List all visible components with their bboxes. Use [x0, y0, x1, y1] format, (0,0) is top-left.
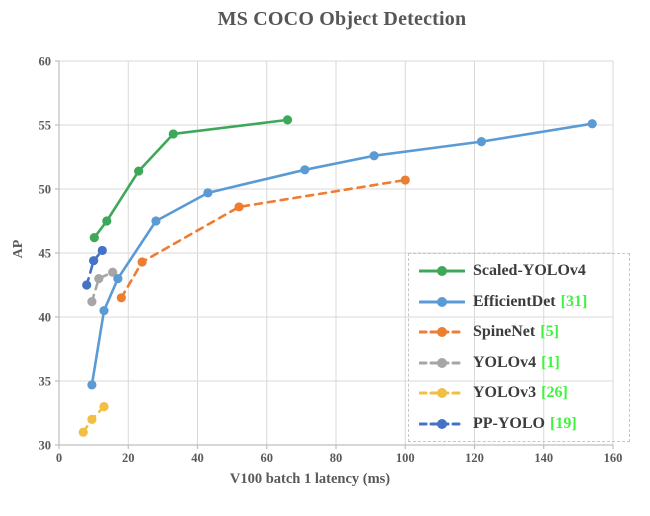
data-point-spinenet — [234, 202, 244, 212]
legend-label: SpineNet — [473, 323, 536, 341]
data-point-efficientdet — [99, 306, 109, 316]
legend: Scaled-YOLOv4 EfficientDet [31] SpineNet [5]… — [408, 253, 630, 442]
data-point-efficientdet — [476, 137, 487, 147]
legend-item-scaled-yolov4: Scaled-YOLOv4 — [419, 257, 629, 286]
data-point-efficientdet — [87, 380, 97, 390]
legend-label: EfficientDet — [473, 292, 556, 310]
legend-line-sample — [419, 266, 465, 277]
x-tick-label: 160 — [604, 451, 623, 465]
x-tick-label: 40 — [191, 451, 204, 465]
data-point-efficientdet — [300, 165, 310, 175]
legend-citation: [5] — [540, 323, 559, 341]
y-axis-label: AP — [11, 239, 26, 259]
legend-item-yolov3: YOLOv3 [26] — [419, 379, 629, 408]
data-point-scaled-yolov4 — [89, 233, 99, 243]
legend-item-spinenet: SpineNet [5] — [419, 318, 629, 347]
data-point-spinenet — [116, 293, 126, 303]
data-point-pp-yolo — [89, 256, 99, 266]
legend-label: Scaled-YOLOv4 — [473, 262, 586, 280]
x-tick-label: 120 — [465, 451, 484, 465]
data-point-efficientdet — [587, 119, 597, 129]
x-tick-label: 0 — [56, 451, 62, 465]
y-tick-label: 40 — [39, 311, 52, 325]
series-line-scaled-yolov4 — [93, 118, 289, 239]
data-point-yolov3 — [87, 414, 97, 424]
x-tick-label: 140 — [534, 451, 553, 465]
y-tick-label: 35 — [39, 375, 52, 389]
series-line-yolov4 — [90, 270, 114, 303]
data-point-spinenet — [400, 175, 410, 185]
x-axis-label: V100 batch 1 latency (ms) — [229, 471, 391, 487]
data-point-scaled-yolov4 — [134, 166, 144, 176]
legend-line-sample — [419, 357, 465, 368]
legend-line-sample — [419, 327, 465, 338]
data-point-pp-yolo — [82, 280, 92, 290]
legend-citation: [19] — [550, 414, 577, 432]
legend-line-sample — [419, 296, 465, 307]
legend-citation: [26] — [541, 384, 568, 402]
y-tick-label: 60 — [39, 55, 52, 69]
y-tick-label: 30 — [39, 439, 52, 453]
legend-citation: [1] — [541, 353, 560, 371]
x-tick-label: 20 — [122, 451, 135, 465]
x-tick-label: 100 — [396, 451, 415, 465]
legend-item-yolov4: YOLOv4 [1] — [419, 348, 629, 377]
legend-citation: [31] — [560, 292, 588, 310]
y-tick-label: 45 — [39, 247, 52, 261]
data-point-efficientdet — [151, 216, 161, 226]
legend-item-pp-yolo: PP-YOLO [19] — [419, 409, 629, 438]
data-point-efficientdet — [113, 274, 123, 284]
data-point-scaled-yolov4 — [168, 129, 178, 139]
data-point-yolov4 — [108, 267, 118, 277]
data-point-pp-yolo — [97, 245, 107, 256]
data-point-spinenet — [137, 257, 147, 267]
data-point-scaled-yolov4 — [282, 115, 293, 125]
legend-label: YOLOv3 — [473, 384, 537, 402]
data-point-efficientdet — [369, 151, 379, 161]
legend-item-efficientdet: EfficientDet [31] — [419, 287, 629, 316]
legend-line-sample — [419, 388, 465, 399]
x-tick-label: 60 — [261, 451, 274, 465]
data-point-scaled-yolov4 — [102, 216, 112, 226]
chart-title: MS COCO Object Detection — [217, 8, 467, 30]
data-point-yolov4 — [87, 297, 97, 307]
series-line-spinenet — [120, 178, 407, 300]
x-tick-label: 80 — [330, 451, 343, 465]
legend-label: YOLOv4 — [473, 353, 537, 371]
data-point-efficientdet — [203, 188, 213, 198]
data-point-yolov3 — [99, 402, 109, 412]
data-point-yolov4 — [94, 274, 104, 284]
y-tick-label: 55 — [39, 119, 52, 133]
y-tick-label: 50 — [39, 183, 52, 197]
legend-line-sample — [419, 418, 465, 429]
legend-label: PP-YOLO — [473, 414, 545, 432]
data-point-yolov3 — [78, 427, 88, 437]
